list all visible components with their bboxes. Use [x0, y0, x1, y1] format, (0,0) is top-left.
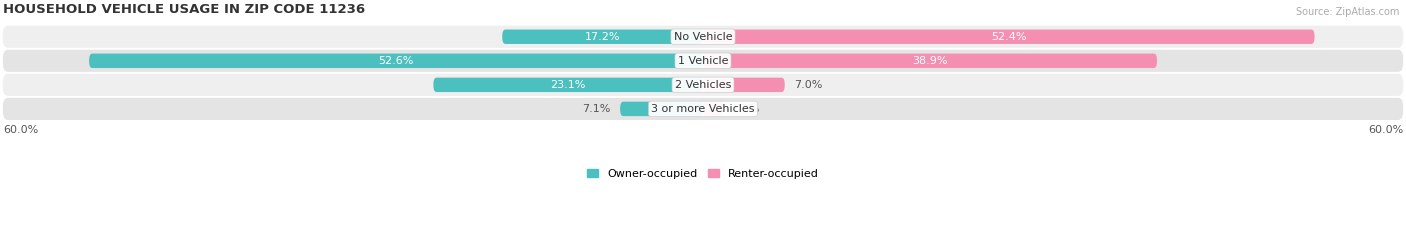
FancyBboxPatch shape — [3, 26, 1403, 48]
FancyBboxPatch shape — [703, 30, 1315, 44]
Text: 1 Vehicle: 1 Vehicle — [678, 56, 728, 66]
Text: 23.1%: 23.1% — [551, 80, 586, 90]
Text: 38.9%: 38.9% — [912, 56, 948, 66]
Text: 7.0%: 7.0% — [794, 80, 823, 90]
FancyBboxPatch shape — [502, 30, 703, 44]
FancyBboxPatch shape — [620, 102, 703, 116]
Text: 3 or more Vehicles: 3 or more Vehicles — [651, 104, 755, 114]
Text: 1.7%: 1.7% — [733, 104, 761, 114]
Text: 52.4%: 52.4% — [991, 32, 1026, 42]
FancyBboxPatch shape — [703, 78, 785, 92]
FancyBboxPatch shape — [89, 54, 703, 68]
Text: 60.0%: 60.0% — [1368, 125, 1403, 134]
FancyBboxPatch shape — [703, 54, 1157, 68]
Text: 7.1%: 7.1% — [582, 104, 610, 114]
FancyBboxPatch shape — [3, 98, 1403, 120]
Text: 60.0%: 60.0% — [3, 125, 38, 134]
Text: 17.2%: 17.2% — [585, 32, 620, 42]
Legend: Owner-occupied, Renter-occupied: Owner-occupied, Renter-occupied — [582, 164, 824, 183]
Text: 52.6%: 52.6% — [378, 56, 413, 66]
FancyBboxPatch shape — [433, 78, 703, 92]
FancyBboxPatch shape — [3, 74, 1403, 96]
Text: HOUSEHOLD VEHICLE USAGE IN ZIP CODE 11236: HOUSEHOLD VEHICLE USAGE IN ZIP CODE 1123… — [3, 3, 366, 16]
Text: Source: ZipAtlas.com: Source: ZipAtlas.com — [1295, 7, 1399, 17]
FancyBboxPatch shape — [703, 102, 723, 116]
Text: No Vehicle: No Vehicle — [673, 32, 733, 42]
FancyBboxPatch shape — [3, 50, 1403, 72]
Text: 2 Vehicles: 2 Vehicles — [675, 80, 731, 90]
